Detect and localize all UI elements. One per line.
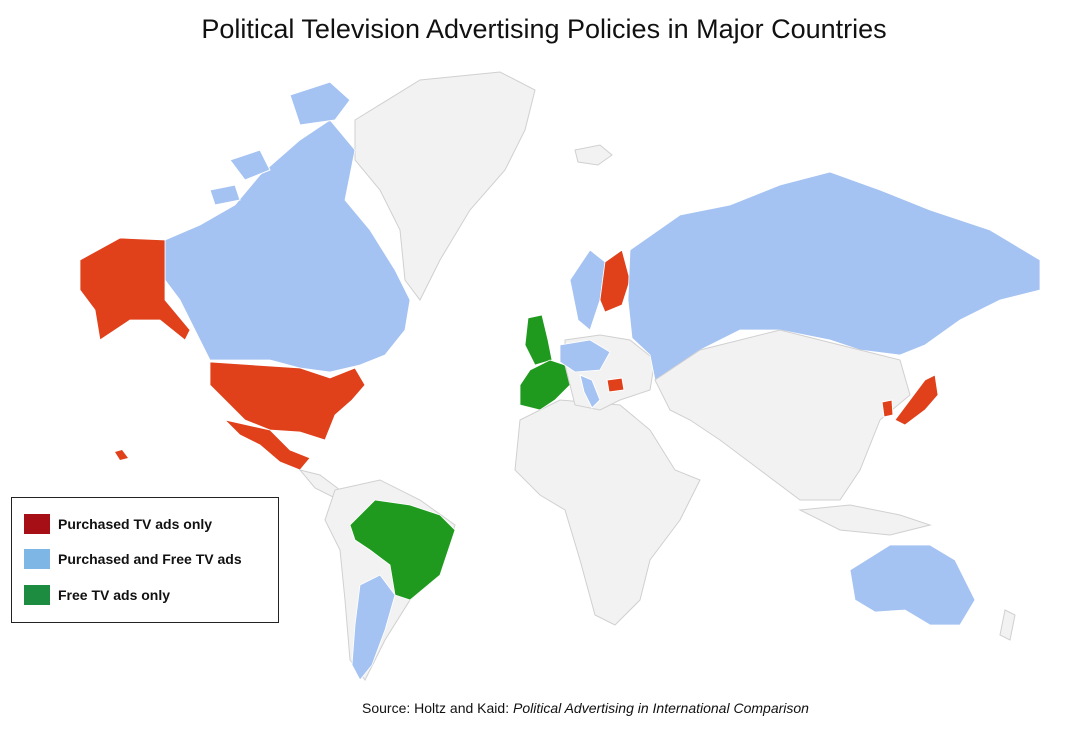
legend-item-purchased-and-free: Purchased and Free TV ads [24,549,242,569]
region-asia[interactable] [654,329,911,501]
country-usa-alaska[interactable] [79,237,191,341]
region-africa[interactable] [514,399,701,626]
country-uk[interactable] [524,314,553,366]
legend-item-purchased-only: Purchased TV ads only [24,514,212,534]
country-usa[interactable] [209,361,366,441]
country-south-korea[interactable] [881,399,894,418]
map-title: Political Television Advertising Policie… [201,14,887,44]
source-work: Political Advertising in International C… [512,700,809,716]
country-brazil[interactable] [349,499,456,601]
country-australia[interactable] [849,544,976,626]
legend-swatch [24,549,50,569]
source-prefix: Source: Holtz and Kaid: [362,700,513,716]
region-iceland[interactable] [574,144,613,166]
region-indonesia[interactable] [798,504,932,536]
country-central-europe[interactable] [559,339,611,373]
country-finland[interactable] [599,249,631,313]
legend-swatch [24,514,50,534]
legend-label: Purchased and Free TV ads [58,551,242,567]
map-legend: Purchased TV ads only Purchased and Free… [11,497,279,623]
legend-item-free-only: Free TV ads only [24,585,170,605]
legend-label: Free TV ads only [58,587,171,603]
country-canada[interactable] [164,119,411,373]
country-italy[interactable] [579,374,601,409]
source-note: Source: Holtz and Kaid: Political Advert… [362,700,809,716]
country-bulgaria[interactable] [606,377,625,393]
legend-label: Purchased TV ads only [58,516,213,532]
country-usa-hawaii[interactable] [115,450,128,460]
region-greenland[interactable] [354,71,536,301]
legend-swatch [24,585,50,605]
region-new-zealand[interactable] [999,609,1016,641]
country-argentina[interactable] [351,574,396,681]
country-japan[interactable] [894,374,939,426]
region-scandinavia[interactable] [569,249,606,331]
country-canada-islands[interactable] [209,81,351,206]
